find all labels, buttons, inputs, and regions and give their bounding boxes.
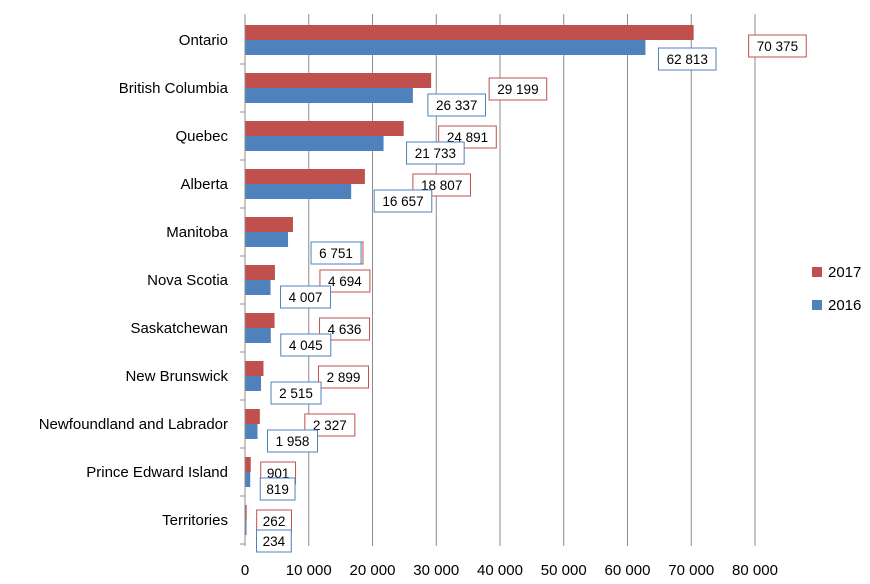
bar-2017 [245, 361, 264, 376]
data-label: 1 958 [276, 434, 310, 449]
data-label: 6 751 [319, 246, 353, 261]
data-label-box [270, 381, 322, 405]
bar-2017 [245, 457, 251, 472]
category-label: Saskatchewan [130, 320, 228, 337]
data-label: 62 813 [667, 52, 708, 67]
data-label-box [427, 93, 486, 117]
data-label-box [319, 317, 371, 341]
x-tick-label: 20 000 [350, 562, 396, 579]
data-label: 262 [263, 514, 286, 529]
bar-2016 [245, 136, 384, 151]
bar-2017 [245, 313, 275, 328]
data-label: 70 375 [757, 39, 798, 54]
bar-2016 [245, 184, 352, 199]
data-label: 2 515 [279, 386, 313, 401]
category-label: Nova Scotia [147, 272, 229, 289]
data-label-box [255, 529, 292, 553]
bars [245, 25, 694, 535]
x-tick-label: 60 000 [605, 562, 651, 579]
data-label-box [280, 285, 332, 309]
bar-2016 [245, 232, 289, 247]
data-label: 2 327 [313, 418, 347, 433]
category-label: Territories [162, 512, 228, 529]
data-label-box [657, 47, 717, 71]
data-label: 26 337 [436, 98, 477, 113]
data-label-box [266, 429, 318, 453]
bar-2017 [245, 25, 694, 40]
category-label: Prince Edward Island [86, 464, 228, 481]
x-tick-label: 0 [241, 562, 249, 579]
category-label: New Brunswick [125, 368, 228, 385]
legend-label: 2016 [828, 297, 861, 314]
data-label: 18 807 [421, 178, 462, 193]
bar-2016 [245, 520, 247, 535]
x-tick-label: 30 000 [413, 562, 459, 579]
data-label: 24 891 [447, 130, 488, 145]
legend-label: 2017 [828, 264, 861, 281]
data-label-box [406, 141, 465, 165]
category-label: Quebec [175, 128, 228, 145]
data-label-box [259, 477, 296, 501]
data-label: 819 [266, 482, 289, 497]
x-tick-label: 50 000 [541, 562, 587, 579]
data-label: 29 199 [497, 82, 538, 97]
bar-2017 [245, 217, 293, 232]
category-label: Manitoba [166, 224, 228, 241]
data-label: 4 007 [289, 290, 323, 305]
bar-2016 [245, 280, 271, 295]
data-label: 234 [263, 534, 286, 549]
data-label: 16 657 [382, 194, 423, 209]
bar-2017 [245, 409, 260, 424]
bar-2016 [245, 328, 271, 343]
x-tick-label: 40 000 [477, 562, 523, 579]
data-label-box [488, 77, 548, 101]
bar-2017 [245, 169, 365, 184]
data-label-box [373, 189, 433, 213]
x-tick-label: 80 000 [732, 562, 778, 579]
bar-2016 [245, 88, 413, 103]
legend-swatch [812, 300, 822, 310]
data-label-box [310, 241, 362, 265]
data-label: 21 733 [415, 146, 456, 161]
data-label-box [280, 333, 332, 357]
data-label: 4 694 [328, 274, 362, 289]
bar-2017 [245, 121, 404, 136]
category-label: British Columbia [119, 80, 229, 97]
bar-2017 [245, 73, 432, 88]
x-tick-label: 10 000 [286, 562, 332, 579]
data-label-box [317, 365, 369, 389]
data-label: 2 899 [327, 370, 361, 385]
category-label: Ontario [179, 32, 228, 49]
bar-2017 [245, 505, 247, 520]
bar-2016 [245, 472, 251, 487]
category-label: Alberta [180, 176, 228, 193]
data-label-box [319, 269, 371, 293]
data-label: 4 045 [289, 338, 323, 353]
legend: 2017 2016 [812, 264, 861, 314]
x-tick-label: 70 000 [668, 562, 714, 579]
legend-swatch [812, 267, 822, 277]
category-label: Newfoundland and Labrador [39, 416, 228, 433]
axes: 0 10 000 20 000 30 000 40 000 50 000 60 000 70 … [39, 14, 778, 579]
bar-2016 [245, 40, 646, 55]
bar-2017 [245, 265, 275, 280]
bar-2016 [245, 376, 262, 391]
data-label: 901 [267, 466, 290, 481]
data-label-box [748, 34, 807, 58]
data-label: 4 636 [328, 322, 362, 337]
bar-2016 [245, 424, 258, 439]
